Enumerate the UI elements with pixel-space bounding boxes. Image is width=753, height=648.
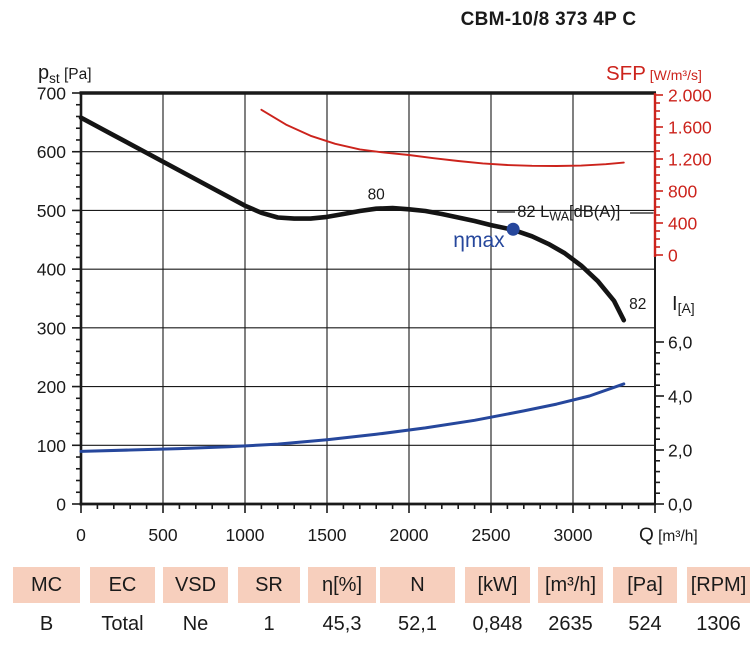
pa-tick-label: 0 xyxy=(56,495,66,515)
table-header-cell: [RPM] xyxy=(687,567,750,603)
table-header-cell: EC xyxy=(90,567,155,603)
sfp-tick-label: 400 xyxy=(668,214,697,234)
sfp-tick-label: 1.200 xyxy=(668,150,712,170)
lwa-label: 82 LWA[dB(A)] xyxy=(517,203,620,224)
current-tick-label: 4,0 xyxy=(668,387,693,407)
table-header-cell: [kW] xyxy=(465,567,530,603)
sfp-tick-label: 2.000 xyxy=(668,86,712,106)
eta-max-point xyxy=(506,222,520,236)
current-tick-label: 6,0 xyxy=(668,333,693,353)
sfp-axis-title: SFP [W/m³/s] xyxy=(606,62,702,85)
table-value-cell: B xyxy=(13,609,80,639)
table-value-cell: Ne xyxy=(163,609,228,639)
table-header-cell: MC xyxy=(13,567,80,603)
q-tick-label: 1000 xyxy=(226,525,265,545)
eta-max-label: ηmax xyxy=(453,229,505,252)
table-value-cell: 1306 xyxy=(687,609,750,639)
table-value-cell: Total xyxy=(90,609,155,639)
pa-tick-label: 300 xyxy=(37,318,66,338)
table-header-cell: [Pa] xyxy=(613,567,677,603)
table-header-cell: VSD xyxy=(163,567,228,603)
noise-level-label-end: 82 xyxy=(629,296,646,313)
table-value-cell: 52,1 xyxy=(380,609,455,639)
q-tick-label: 3000 xyxy=(554,525,593,545)
table-value-cell: 2635 xyxy=(538,609,603,639)
table-value-cell: 0,848 xyxy=(465,609,530,639)
q-tick-label: 2500 xyxy=(472,525,511,545)
table-header-cell: SR xyxy=(238,567,300,603)
table-value-cell: 524 xyxy=(613,609,677,639)
current-tick-label: 0,0 xyxy=(668,495,693,515)
pa-tick-label: 400 xyxy=(37,260,66,280)
table-value-cell: 1 xyxy=(238,609,300,639)
q-tick-label: 2000 xyxy=(390,525,429,545)
pa-tick-label: 200 xyxy=(37,377,66,397)
pa-tick-label: 500 xyxy=(37,201,66,221)
sfp-tick-label: 0 xyxy=(668,246,678,266)
flow-axis-title: Q [m³/h] xyxy=(639,525,698,546)
q-tick-label: 1500 xyxy=(308,525,347,545)
table-header-cell: [m³/h] xyxy=(538,567,603,603)
chart-title: CBM-10/8 373 4P C xyxy=(460,9,637,30)
current-tick-label: 2,0 xyxy=(668,441,693,461)
pa-tick-label: 700 xyxy=(37,84,66,104)
table-header-cell: η[%] xyxy=(308,567,376,603)
sfp-tick-label: 800 xyxy=(668,182,697,202)
pa-tick-label: 600 xyxy=(37,142,66,162)
pa-tick-label: 100 xyxy=(37,436,66,456)
table-header-cell: N xyxy=(380,567,455,603)
current-curve xyxy=(79,382,626,453)
q-tick-label: 0 xyxy=(76,525,86,545)
table-value-cell: 45,3 xyxy=(308,609,376,639)
sfp-curve xyxy=(260,108,625,167)
static-pressure-curve xyxy=(78,115,627,323)
sfp-tick-label: 1.600 xyxy=(668,118,712,138)
noise-level-label-mid: 80 xyxy=(368,186,386,203)
q-tick-label: 500 xyxy=(148,525,177,545)
current-axis-title: I[A] xyxy=(672,293,695,316)
pressure-axis-title: pst [Pa] xyxy=(38,62,92,86)
